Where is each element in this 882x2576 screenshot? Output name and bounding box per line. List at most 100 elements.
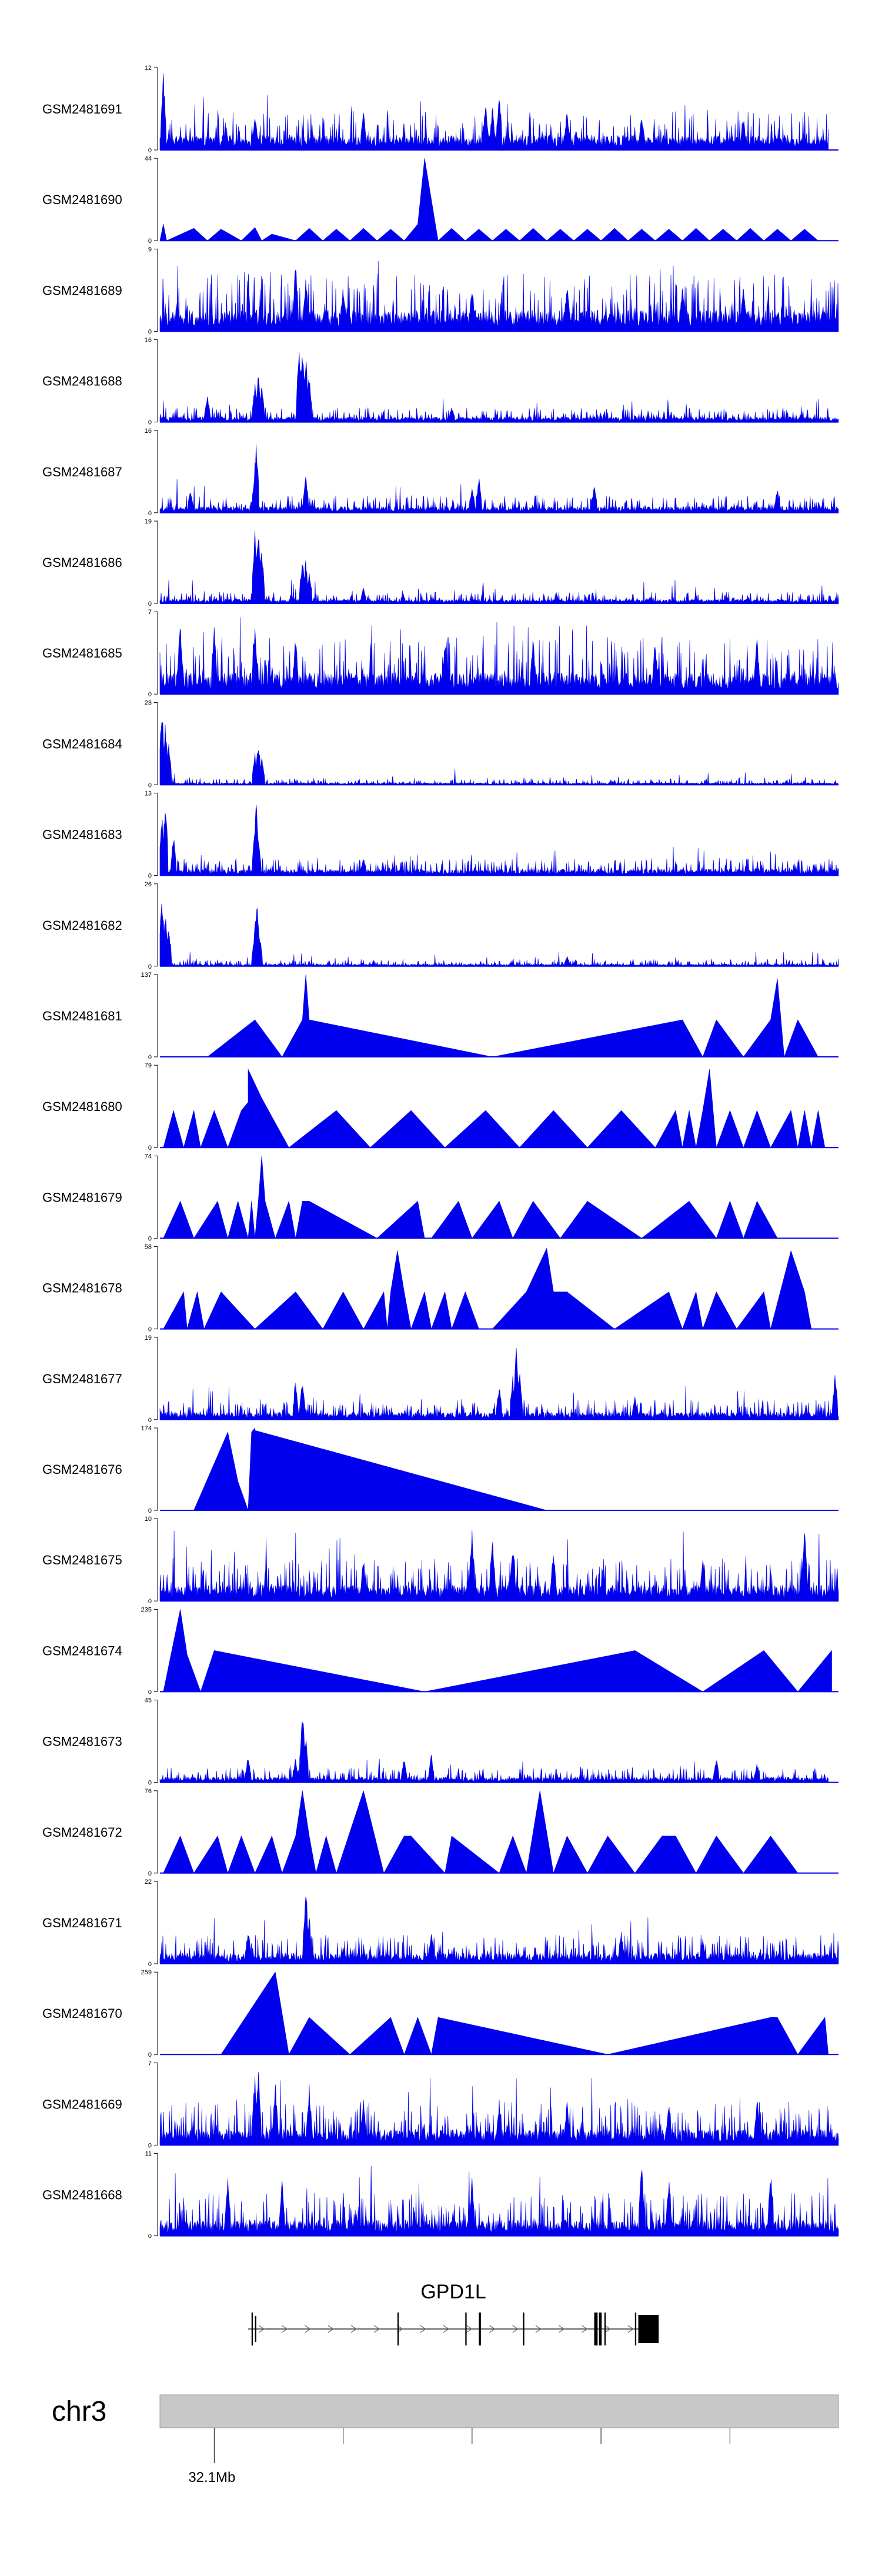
y-max-label: 23	[145, 699, 152, 706]
strand-arrow	[466, 2325, 473, 2333]
strand-arrow	[397, 2325, 403, 2333]
y-max-label: 19	[145, 518, 152, 525]
strand-arrow	[350, 2325, 358, 2333]
coverage-area	[163, 1609, 832, 1692]
strand-arrow	[373, 2325, 380, 2333]
y-min-label: 0	[148, 2233, 152, 2240]
y-max-label: 16	[145, 428, 152, 435]
chromosome-ideogram: chr3 32.1Mb	[52, 2394, 839, 2485]
track-GSM2481684: GSM2481684 23 0	[42, 699, 839, 789]
track-GSM2481681: GSM2481681 137 0	[42, 972, 838, 1061]
track-GSM2481679: GSM2481679 74 0	[42, 1153, 838, 1242]
y-min-label: 0	[148, 1507, 152, 1514]
track-GSM2481685: GSM2481685 7 0	[42, 609, 839, 698]
coverage-area	[159, 74, 828, 151]
gene-exon	[465, 2313, 467, 2345]
coverage-area	[159, 530, 839, 604]
y-min-label: 0	[148, 1961, 152, 1968]
track-label: GSM2481678	[42, 1281, 122, 1296]
y-min-label: 0	[148, 147, 152, 154]
coverage-area	[163, 1156, 778, 1239]
y-max-label: 235	[141, 1606, 152, 1613]
gene-name-label: GPD1L	[420, 2281, 486, 2303]
chromosome-label: chr3	[52, 2396, 106, 2427]
y-max-label: 13	[145, 790, 152, 798]
track-GSM2481671: GSM2481671 22 0	[42, 1878, 839, 1968]
strand-arrow	[512, 2325, 519, 2333]
gene-exon	[634, 2313, 637, 2345]
coverage-area	[207, 974, 818, 1057]
track-label: GSM2481680	[42, 1099, 122, 1114]
y-min-label: 0	[148, 1689, 152, 1696]
y-max-label: 9	[148, 246, 152, 253]
coverage-area	[159, 444, 839, 513]
y-min-label: 0	[148, 1054, 152, 1061]
track-label: GSM2481677	[42, 1372, 122, 1386]
track-GSM2481668: GSM2481668 11 0	[42, 2151, 839, 2240]
track-GSM2481678: GSM2481678 58 0	[42, 1244, 838, 1333]
track-GSM2481675: GSM2481675 10 0	[42, 1516, 839, 1605]
coverage-area	[159, 1721, 828, 1783]
track-label: GSM2481681	[42, 1009, 122, 1023]
track-label: GSM2481669	[42, 2097, 122, 2111]
y-max-label: 16	[145, 337, 152, 344]
y-max-label: 74	[145, 1153, 152, 1160]
strand-arrow	[489, 2325, 496, 2333]
coverage-area	[159, 617, 839, 695]
coverage-area	[159, 804, 839, 876]
coverage-area	[163, 1790, 799, 1874]
y-max-label: 26	[145, 881, 152, 888]
gene-exon-block	[638, 2315, 659, 2343]
gene-exon	[397, 2313, 399, 2345]
y-min-label: 0	[148, 510, 152, 517]
gene-exon	[479, 2313, 481, 2345]
position-tick-label: 32.1Mb	[188, 2470, 235, 2485]
y-min-label: 0	[148, 1780, 152, 1787]
strand-arrow	[627, 2325, 634, 2333]
track-GSM2481691: GSM2481691 12 0	[42, 65, 838, 154]
track-GSM2481677: GSM2481677 19 0	[42, 1334, 839, 1424]
track-GSM2481689: GSM2481689 9 0	[42, 246, 839, 335]
y-max-label: 44	[145, 155, 152, 162]
track-label: GSM2481684	[42, 736, 122, 751]
track-label: GSM2481668	[42, 2188, 122, 2203]
y-max-label: 7	[148, 609, 152, 616]
y-min-label: 0	[148, 1326, 152, 1333]
y-min-label: 0	[148, 328, 152, 335]
coverage-area	[159, 158, 818, 241]
track-GSM2481690: GSM2481690 44 0	[42, 155, 838, 245]
track-label: GSM2481672	[42, 1825, 122, 1840]
track-GSM2481670: GSM2481670 259 0	[42, 1969, 838, 2058]
y-max-label: 19	[145, 1334, 152, 1342]
coverage-area	[163, 1069, 826, 1148]
track-GSM2481687: GSM2481687 16 0	[42, 428, 839, 517]
y-max-label: 58	[145, 1244, 152, 1251]
strand-arrow	[420, 2325, 426, 2333]
track-GSM2481669: GSM2481669 7 0	[42, 2060, 839, 2149]
gene-exon	[604, 2313, 606, 2345]
y-min-label: 0	[148, 1235, 152, 1242]
track-label: GSM2481673	[42, 1734, 122, 1749]
track-GSM2481673: GSM2481673 45 0	[42, 1697, 838, 1787]
track-GSM2481686: GSM2481686 19 0	[42, 518, 839, 608]
track-label: GSM2481674	[42, 1643, 122, 1658]
track-label: GSM2481683	[42, 827, 122, 842]
track-GSM2481676: GSM2481676 174 0	[42, 1425, 838, 1514]
track-label: GSM2481670	[42, 2006, 122, 2021]
coverage-area	[159, 1347, 839, 1420]
track-label: GSM2481676	[42, 1462, 122, 1477]
y-max-label: 7	[148, 2060, 152, 2067]
y-min-label: 0	[148, 1144, 152, 1152]
track-label: GSM2481685	[42, 646, 122, 660]
y-max-label: 174	[141, 1425, 152, 1432]
strand-arrow	[582, 2325, 588, 2333]
coverage-area	[193, 1427, 547, 1511]
track-GSM2481672: GSM2481672 76 0	[42, 1788, 838, 1877]
track-label: GSM2481671	[42, 1916, 122, 1930]
coverage-area	[159, 261, 839, 332]
y-min-label: 0	[148, 1598, 152, 1605]
track-label: GSM2481686	[42, 555, 122, 570]
y-min-label: 0	[148, 1417, 152, 1424]
y-min-label: 0	[148, 691, 152, 698]
